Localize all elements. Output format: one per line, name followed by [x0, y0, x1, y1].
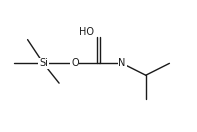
Text: Si: Si — [39, 58, 48, 68]
Text: HO: HO — [79, 27, 94, 37]
Text: N: N — [118, 58, 126, 68]
Text: O: O — [71, 58, 79, 68]
